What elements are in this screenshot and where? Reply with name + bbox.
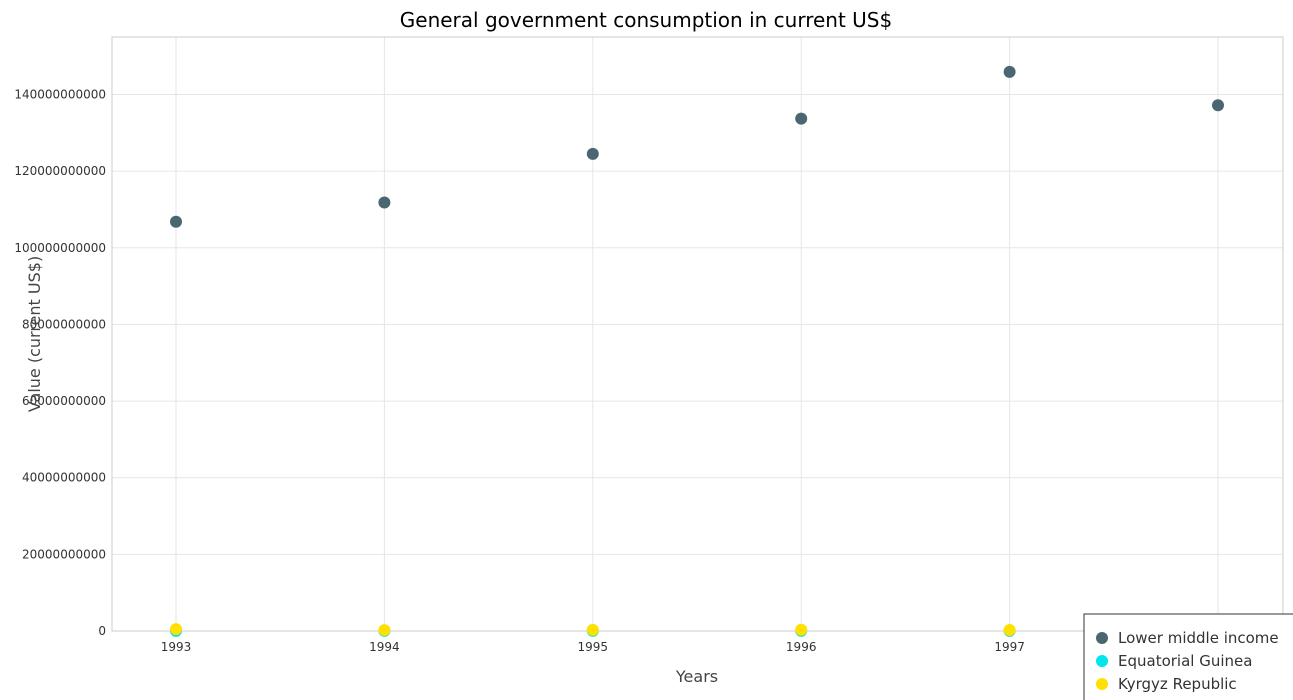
x-tick-label: 1994 [369,640,400,654]
point-kyrgyz-republic [1004,624,1016,636]
y-tick-label: 40000000000 [22,471,106,485]
chart-title: General government consumption in curren… [400,8,892,32]
point-lower-middle-income [795,113,807,125]
legend-marker [1096,632,1108,644]
data-points [170,66,1224,637]
legend-marker [1096,655,1108,667]
y-tick-label: 140000000000 [14,87,106,101]
point-lower-middle-income [378,197,390,209]
plot-area [112,37,1283,631]
point-kyrgyz-republic [170,623,182,635]
point-kyrgyz-republic [587,624,599,636]
x-axis-ticks: 199319941995199619971998 [161,640,1234,654]
legend-label: Lower middle income [1118,629,1279,647]
point-kyrgyz-republic [795,624,807,636]
x-tick-label: 1993 [161,640,192,654]
point-lower-middle-income [170,216,182,228]
y-axis-label: Value (current US$) [25,256,44,412]
legend-marker [1096,678,1108,690]
y-tick-label: 20000000000 [22,547,106,561]
x-tick-label: 1997 [994,640,1025,654]
grid [112,37,1283,631]
legend-label: Equatorial Guinea [1118,652,1252,670]
x-tick-label: 1996 [786,640,817,654]
y-tick-label: 0 [98,624,106,638]
point-lower-middle-income [587,148,599,160]
y-tick-label: 120000000000 [14,164,106,178]
y-tick-label: 100000000000 [14,241,106,255]
point-kyrgyz-republic [378,624,390,636]
x-axis-label: Years [675,667,718,686]
x-tick-label: 1995 [578,640,609,654]
legend-label: Kyrgyz Republic [1118,675,1237,693]
point-lower-middle-income [1212,99,1224,111]
point-lower-middle-income [1004,66,1016,78]
legend: Lower middle income Equatorial Guinea Kyrg… [1084,614,1293,700]
